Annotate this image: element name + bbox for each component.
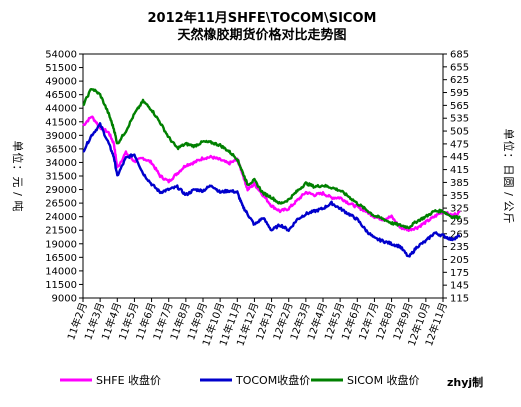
y-axis-label-char: 公 <box>502 201 515 212</box>
y-axis-label-char: 吨 <box>11 201 24 212</box>
legend-label: SHFE 收盘价 <box>96 373 161 387</box>
y-right-tick-label: 505 <box>450 127 469 138</box>
y-left-tick-label: 16500 <box>45 253 77 264</box>
y-left-tick-label: 29000 <box>45 185 77 196</box>
y-left-tick-label: 49000 <box>45 77 77 88</box>
chart-title: 2012年11月SHFE\TOCOM\SICOM <box>148 10 377 26</box>
y-axis-label-char: 斤 <box>502 213 515 224</box>
legend: SHFE 收盘价 TOCOM收盘价 SICOM 收盘价 <box>60 373 420 387</box>
y-right-tick-label: 355 <box>450 191 469 202</box>
y-right-tick-label: 145 <box>450 281 469 292</box>
y-left-tick-label: 36500 <box>45 144 77 155</box>
y-right-tick-label: 205 <box>450 255 469 266</box>
y-axis-label-char: ： <box>502 153 515 164</box>
y-left-tick-label: 31500 <box>45 172 77 183</box>
plot-area-border <box>82 53 444 299</box>
y-axis-label-char: 圆 <box>502 177 515 188</box>
y-right-tick-label: 325 <box>450 204 469 215</box>
y-left-tick-label: 9000 <box>52 294 77 305</box>
y-left-tick-label: 26500 <box>45 199 77 210</box>
y-right-tick-label: 595 <box>450 88 469 99</box>
y-right-tick-label: 235 <box>450 242 469 253</box>
y-axis-right-ticks: 6856556255955655355054754454153853553252… <box>443 50 469 305</box>
y-left-tick-label: 51500 <box>45 63 77 74</box>
series-line <box>82 115 461 233</box>
y-axis-label-char: 日 <box>502 165 515 176</box>
y-left-tick-label: 39000 <box>45 131 77 142</box>
y-axis-label-char: / <box>502 192 515 196</box>
y-right-tick-label: 535 <box>450 114 469 125</box>
y-right-tick-label: 685 <box>450 50 469 61</box>
y-right-tick-label: 475 <box>450 139 469 150</box>
watermark-text: zhyj制 <box>447 375 483 389</box>
series-layer <box>82 87 461 258</box>
y-axis-label-char: 单 <box>502 129 515 140</box>
y-right-tick-label: 655 <box>450 62 469 73</box>
y-right-tick-label: 565 <box>450 101 469 112</box>
legend-label: TOCOM收盘价 <box>235 373 310 387</box>
y-left-tick-label: 46500 <box>45 90 77 101</box>
y-left-tick-label: 54000 <box>45 50 77 61</box>
y-axis-left-ticks: 54000 51500 49000 46500 44000 41500 39000 36500… <box>45 50 83 305</box>
y-left-tick-label: 44000 <box>45 104 77 115</box>
chart-subtitle: 天然橡胶期货价格对比走势图 <box>177 27 346 43</box>
y-left-tick-label: 41500 <box>45 117 77 128</box>
plot-frame <box>82 53 444 299</box>
y-axis-label-char: 位 <box>502 141 516 152</box>
y-left-tick-label: 21500 <box>45 226 77 237</box>
y-axis-label-char: / <box>11 192 24 196</box>
y-right-tick-label: 385 <box>450 178 469 189</box>
y-axis-label-char: ： <box>11 165 24 176</box>
y-left-tick-label: 14000 <box>45 266 77 277</box>
series-line <box>82 87 461 230</box>
y-axis-right-label: 单位：日圆 / 公斤 <box>502 129 516 224</box>
y-right-tick-label: 445 <box>450 152 469 163</box>
y-axis-label-char: 位 <box>11 153 25 164</box>
y-axis-label-char: 元 <box>11 177 24 188</box>
y-axis-left-label: 单位：元 / 吨 <box>11 141 25 212</box>
y-right-tick-label: 115 <box>450 294 469 305</box>
legend-label: SICOM 收盘价 <box>347 373 420 387</box>
x-axis-ticks: 11年2月11年3月11年4月11年5月11年6月11年7月11年8月11年9月… <box>64 298 450 348</box>
y-right-tick-label: 415 <box>450 165 469 176</box>
y-left-tick-label: 19000 <box>45 239 77 250</box>
y-left-tick-label: 11500 <box>45 280 77 291</box>
y-right-tick-label: 295 <box>450 216 469 227</box>
y-left-tick-label: 24000 <box>45 212 77 223</box>
y-axis-label-char: 单 <box>11 141 24 152</box>
y-right-tick-label: 175 <box>450 268 469 279</box>
series-line <box>82 122 461 258</box>
y-right-tick-label: 625 <box>450 75 469 86</box>
y-left-tick-label: 34000 <box>45 158 77 169</box>
